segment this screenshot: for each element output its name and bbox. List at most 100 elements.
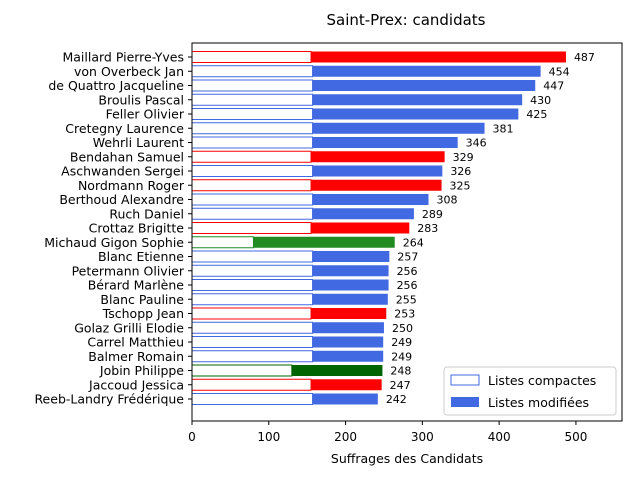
bar-value-label: 329 bbox=[453, 151, 474, 164]
bar-value-label: 325 bbox=[450, 179, 471, 192]
legend-label-compact: Listes compactes bbox=[488, 373, 596, 388]
candidate-label: Ruch Daniel bbox=[109, 206, 184, 221]
bar-compact bbox=[191, 321, 314, 334]
bar-value-label: 346 bbox=[466, 137, 487, 150]
bar-value-label: 264 bbox=[403, 236, 424, 249]
candidate-label: Aschwanden Sergei bbox=[61, 164, 184, 179]
legend-label-modified: Listes modifiées bbox=[488, 395, 589, 410]
bar-value-label: 326 bbox=[450, 165, 471, 178]
bar-modified bbox=[312, 165, 443, 177]
bar-compact bbox=[191, 378, 312, 391]
bar-modified bbox=[311, 222, 410, 234]
candidate-label: de Quattro Jacqueline bbox=[48, 78, 184, 93]
candidate-label: Jaccoud Jessica bbox=[88, 377, 184, 392]
bar-value-label: 256 bbox=[397, 279, 418, 292]
bar-compact bbox=[191, 179, 312, 192]
legend-box bbox=[443, 366, 617, 416]
bar-modified bbox=[311, 151, 445, 163]
candidate-label: Petermann Olivier bbox=[72, 263, 185, 278]
bar-value-label: 255 bbox=[396, 293, 417, 306]
bar-modified bbox=[312, 322, 384, 334]
bar-modified bbox=[253, 236, 395, 248]
bar-modified bbox=[312, 208, 414, 220]
candidate-label: Bendahan Samuel bbox=[70, 149, 184, 164]
x-tick-label: 500 bbox=[564, 430, 587, 444]
bar-value-label: 257 bbox=[397, 251, 418, 264]
bar-modified bbox=[312, 279, 389, 291]
x-tick-label: 300 bbox=[411, 430, 434, 444]
bar-compact bbox=[191, 165, 314, 177]
x-axis: 0 100 200 300 400 500 bbox=[188, 421, 587, 444]
bar-value-label: 256 bbox=[397, 265, 418, 278]
bar-compact bbox=[191, 122, 314, 135]
bar-value-label: 283 bbox=[417, 222, 438, 235]
bar-compact bbox=[191, 51, 312, 63]
bar-value-label: 425 bbox=[526, 108, 547, 121]
bar-compact bbox=[191, 293, 314, 306]
x-tick-label: 200 bbox=[334, 430, 357, 444]
bar-compact bbox=[191, 108, 314, 120]
legend-swatch-modified bbox=[451, 397, 479, 407]
bar-modified bbox=[291, 365, 383, 376]
candidate-label: Balmer Romain bbox=[88, 349, 184, 364]
legend: Listes compactes Listes modifiées bbox=[443, 366, 617, 416]
x-tick-label: 0 bbox=[188, 430, 196, 444]
candidate-label: Golaz Grilli Elodie bbox=[74, 320, 184, 335]
bar-modified bbox=[311, 51, 566, 63]
bar-modified bbox=[311, 379, 382, 391]
bar-modified bbox=[312, 65, 541, 77]
candidate-label: Crottaz Brigitte bbox=[89, 221, 185, 236]
bar-compact bbox=[191, 236, 254, 249]
bar-compact bbox=[191, 150, 312, 163]
bar-modified bbox=[312, 94, 523, 106]
x-tick-label: 100 bbox=[257, 430, 280, 444]
bar-value-label: 289 bbox=[422, 208, 443, 221]
bar-value-label: 447 bbox=[543, 80, 564, 93]
bar-value-label: 253 bbox=[394, 308, 415, 321]
bar-compact bbox=[191, 264, 314, 277]
bar-value-label: 308 bbox=[437, 194, 458, 207]
bar-modified bbox=[312, 265, 389, 277]
bar-value-label: 242 bbox=[386, 393, 407, 406]
bar-value-label: 249 bbox=[391, 350, 412, 363]
candidate-label: Bérard Marlène bbox=[88, 278, 185, 293]
bar-value-label: 454 bbox=[549, 65, 570, 78]
bar-modified bbox=[312, 393, 378, 405]
bar-compact bbox=[191, 193, 314, 206]
bar-compact bbox=[191, 136, 314, 149]
plot-frame bbox=[191, 42, 623, 422]
legend-swatch-compact bbox=[450, 374, 480, 386]
bar-compact bbox=[191, 65, 314, 78]
candidate-label: Michaud Gigon Sophie bbox=[44, 235, 184, 250]
bar-compact bbox=[191, 393, 314, 405]
bar-value-label: 247 bbox=[390, 379, 411, 392]
x-axis-label: Suffrages des Candidats bbox=[331, 451, 483, 466]
bar-compact bbox=[191, 222, 312, 234]
plot-area: 487 Maillard Pierre-Yves 454 von Overbeck J… bbox=[34, 50, 595, 407]
bar-value-label: 430 bbox=[530, 94, 551, 107]
bar-value-label: 248 bbox=[390, 365, 411, 378]
candidate-label: Jobin Philippe bbox=[99, 363, 184, 378]
bar-compact bbox=[191, 350, 314, 363]
x-tick-label: 400 bbox=[488, 430, 511, 444]
bar-modified bbox=[312, 108, 519, 120]
bar-value-label: 249 bbox=[391, 336, 412, 349]
bar-modified bbox=[311, 308, 387, 319]
candidate-label: Broulis Pascal bbox=[98, 92, 184, 107]
bar-modified bbox=[312, 293, 388, 305]
candidate-label: Berthoud Alexandre bbox=[59, 192, 184, 207]
bar-modified bbox=[312, 194, 429, 205]
bar-compact bbox=[191, 250, 314, 263]
bar-modified bbox=[312, 350, 384, 362]
bar-compact bbox=[191, 79, 314, 92]
candidate-label: Blanc Etienne bbox=[98, 249, 184, 264]
candidate-label: von Overbeck Jan bbox=[74, 64, 184, 79]
candidate-label: Carrel Matthieu bbox=[87, 335, 184, 350]
bar-modified bbox=[312, 122, 485, 134]
bar-modified bbox=[312, 80, 536, 91]
bar-compact bbox=[191, 336, 314, 348]
candidate-label: Reeb-Landry Frédérique bbox=[34, 392, 184, 407]
bar-modified bbox=[312, 137, 458, 148]
candidate-label: Maillard Pierre-Yves bbox=[62, 50, 184, 65]
